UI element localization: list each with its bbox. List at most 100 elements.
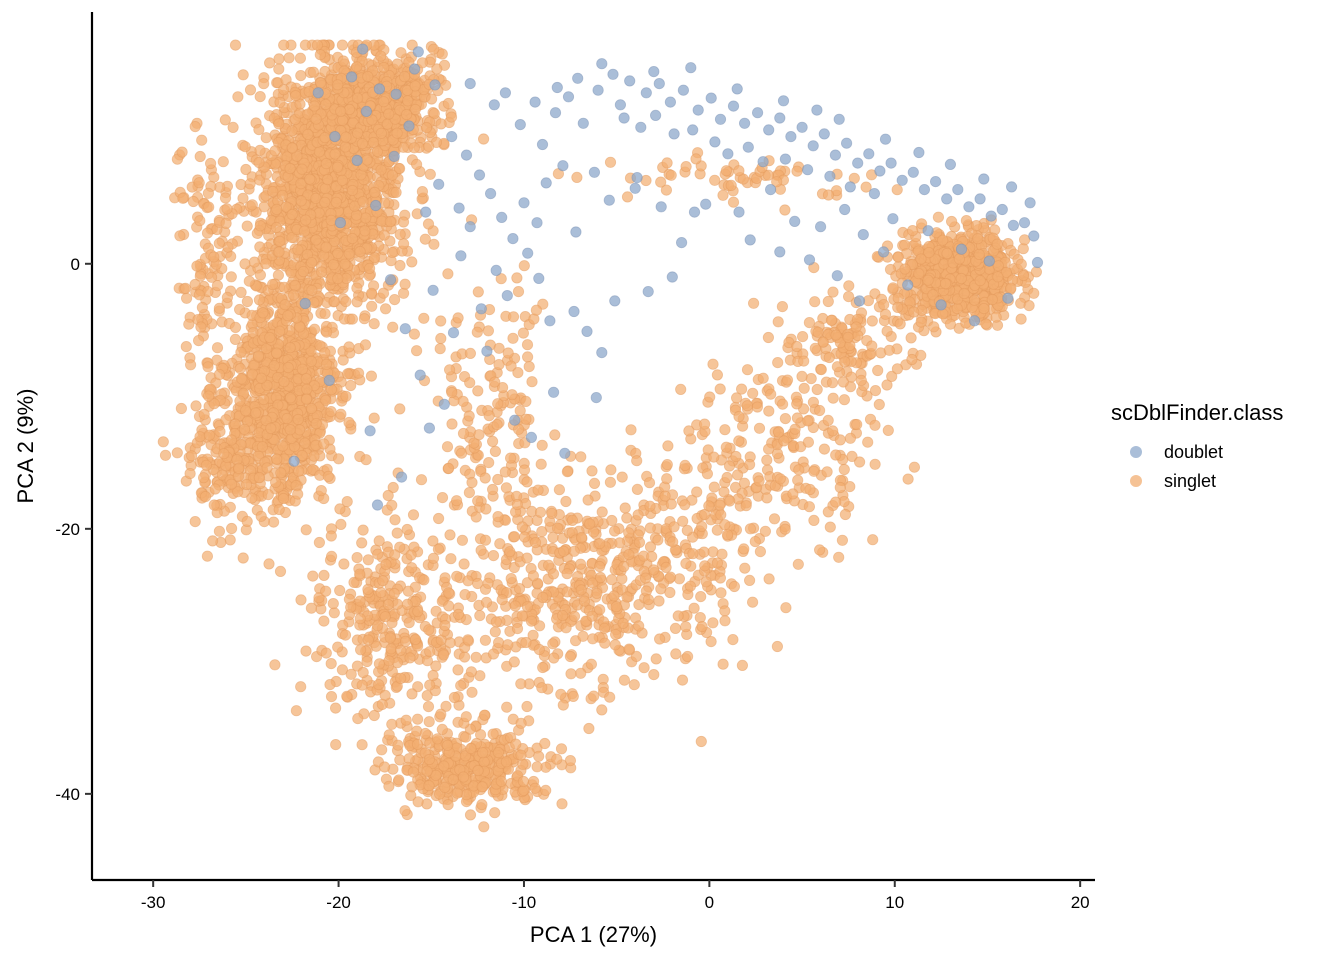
singlet-point <box>460 789 472 801</box>
singlet-point <box>458 651 471 663</box>
singlet-point <box>319 347 331 359</box>
singlet-point <box>278 281 290 293</box>
singlet-point <box>399 805 411 817</box>
singlet-point <box>560 622 572 634</box>
singlet-point <box>377 287 390 299</box>
singlet-point <box>372 548 384 560</box>
singlet-point <box>525 615 538 627</box>
singlet-point <box>395 47 407 59</box>
singlet-point <box>575 531 588 544</box>
singlet-point <box>286 125 298 137</box>
singlet-point <box>325 530 337 542</box>
singlet-point <box>356 739 368 751</box>
singlet-point <box>354 613 366 625</box>
singlet-point <box>578 595 591 607</box>
singlet-point <box>1028 287 1040 299</box>
singlet-point <box>681 650 694 663</box>
singlet-point <box>295 594 307 606</box>
singlet-point <box>945 215 958 228</box>
singlet-point <box>421 765 433 777</box>
singlet-point <box>401 523 413 536</box>
singlet-point <box>475 544 487 556</box>
singlet-point <box>487 728 499 740</box>
singlet-point <box>707 617 719 629</box>
singlet-point <box>315 77 327 89</box>
singlet-point <box>322 470 334 482</box>
singlet-point <box>478 756 490 768</box>
singlet-point <box>239 141 251 153</box>
singlet-point <box>306 284 318 296</box>
singlet-point <box>380 558 392 571</box>
singlet-point <box>320 158 332 170</box>
singlet-point <box>394 754 406 766</box>
singlet-point <box>289 279 301 292</box>
singlet-point <box>477 747 489 759</box>
singlet-point <box>361 655 373 668</box>
singlet-point <box>676 674 689 686</box>
singlet-point <box>376 744 388 756</box>
singlet-point <box>377 575 389 587</box>
singlet-point <box>292 488 304 500</box>
singlet-point <box>346 313 358 325</box>
singlet-point <box>362 634 374 646</box>
singlet-point <box>442 97 454 110</box>
singlet-point <box>575 451 587 463</box>
singlet-point <box>480 596 493 608</box>
singlet-point <box>391 58 403 70</box>
singlet-point <box>320 647 332 659</box>
singlet-point <box>652 534 664 546</box>
singlet-point <box>264 331 276 344</box>
singlet-point <box>464 809 477 821</box>
singlet-point <box>974 274 986 287</box>
singlet-point <box>311 39 323 51</box>
singlet-point <box>356 537 368 549</box>
singlet-point <box>490 616 502 628</box>
singlet-point <box>324 678 336 691</box>
singlet-point <box>358 313 370 325</box>
singlet-point <box>254 220 266 232</box>
singlet-point <box>301 383 313 395</box>
singlet-point <box>609 639 621 651</box>
singlet-point <box>357 666 369 679</box>
singlet-point <box>399 635 412 647</box>
singlet-point <box>254 91 266 103</box>
singlet-point <box>718 486 730 498</box>
singlet-point <box>599 637 611 649</box>
singlet-point <box>899 263 911 275</box>
singlet-point <box>375 50 387 62</box>
singlet-point <box>586 465 598 477</box>
singlet-point <box>279 299 291 311</box>
singlet-point <box>511 622 524 635</box>
singlet-point <box>587 633 599 645</box>
singlet-point <box>442 587 455 599</box>
singlet-point <box>300 373 312 385</box>
singlet-point <box>246 199 258 211</box>
singlet-point <box>244 84 257 96</box>
singlet-point <box>695 735 707 748</box>
singlet-point <box>325 383 337 396</box>
singlet-point <box>385 643 397 655</box>
singlet-point <box>327 597 339 610</box>
singlet-point <box>336 174 348 186</box>
singlet-point <box>383 108 395 120</box>
singlet-point <box>438 760 450 772</box>
singlet-point <box>240 163 252 176</box>
singlet-point <box>400 714 412 726</box>
singlet-point <box>297 265 309 278</box>
singlet-point <box>253 294 265 306</box>
singlet-point <box>614 537 626 549</box>
singlet-point <box>334 503 346 515</box>
singlet-point <box>318 615 330 627</box>
singlet-point <box>384 216 396 228</box>
singlet-point <box>294 52 306 64</box>
singlet-point <box>887 282 899 294</box>
singlet-point <box>425 93 438 105</box>
singlet-point <box>944 318 957 330</box>
singlet-point <box>556 609 569 622</box>
singlet-point <box>346 184 358 197</box>
singlet-point <box>505 572 517 585</box>
singlet-point <box>284 342 296 354</box>
singlet-point <box>588 690 600 702</box>
singlet-point <box>284 162 296 175</box>
singlet-point <box>1015 313 1027 325</box>
